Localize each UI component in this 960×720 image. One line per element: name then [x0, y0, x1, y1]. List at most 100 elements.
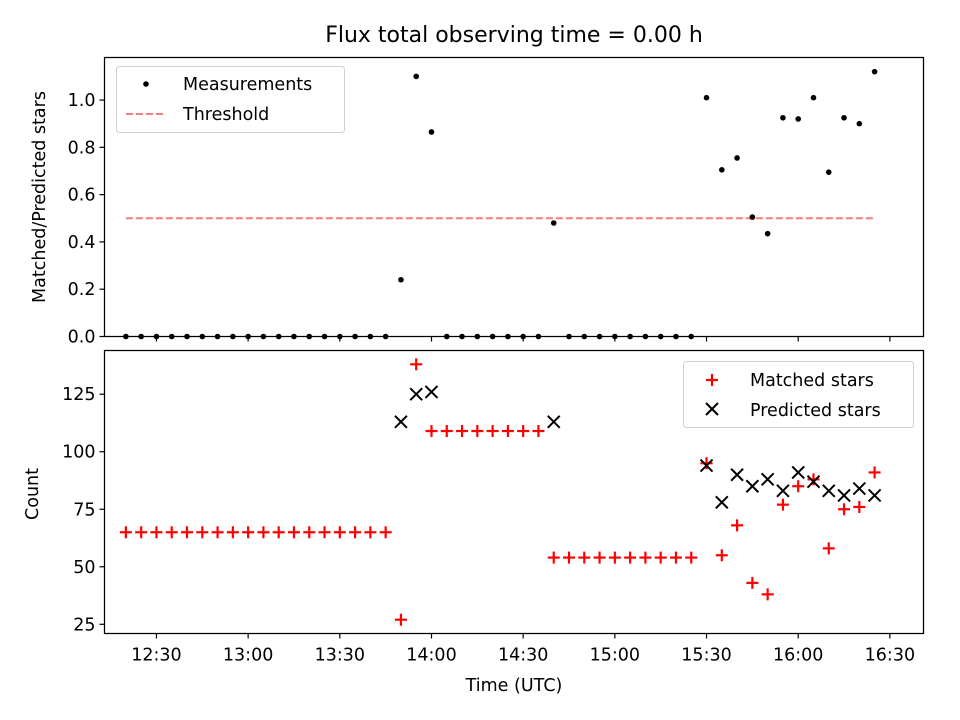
top-panel: Flux total observing time = 0.00 h 0.0 0.…	[30, 23, 925, 348]
matched-star-point	[303, 526, 316, 539]
top-y-tick-label: 0.4	[68, 233, 96, 253]
matched-star-point	[532, 425, 545, 438]
predicted-star-point	[867, 488, 882, 503]
top-y-tick-label: 0.0	[68, 328, 96, 348]
predicted-star-point	[776, 484, 790, 498]
matched-star-point	[669, 551, 682, 564]
matched-star-point	[272, 526, 285, 539]
matched-star-point	[287, 526, 300, 539]
bottom-legend: Matched stars Predicted stars	[683, 361, 914, 428]
matched-star-point	[746, 576, 759, 589]
matched-star-point	[517, 425, 530, 438]
top-y-tick-label: 0.2	[68, 280, 96, 300]
bottom-plot-area: 25 50 75 100 125 12:30 13:00 13:30 14:00 14:30 15:…	[62, 358, 915, 666]
matched-star-point	[379, 526, 392, 539]
x-tick-label: 13:30	[315, 646, 365, 666]
top-legend-box	[116, 66, 345, 133]
x-tick-label: 13:00	[223, 646, 273, 666]
x-tick-label: 14:30	[498, 646, 548, 666]
predicted-star-point	[715, 495, 729, 510]
matched-star-point	[211, 526, 224, 539]
legend-predicted-marker	[705, 402, 719, 416]
measurement-point	[810, 94, 817, 101]
matched-star-point	[440, 425, 453, 438]
x-tick-label: 14:00	[406, 646, 456, 666]
predicted-star-point	[424, 385, 439, 399]
matched-star-point	[715, 549, 728, 562]
predicted-star-point	[760, 472, 775, 487]
x-tick-label: 15:00	[590, 646, 640, 666]
matched-star-point	[119, 526, 132, 539]
matched-star-point	[257, 526, 270, 539]
matched-star-point	[425, 425, 438, 438]
bottom-y-tick-label: 50	[73, 558, 95, 578]
matched-star-point	[165, 526, 178, 539]
measurement-point	[841, 114, 847, 121]
predicted-star-point	[806, 474, 821, 489]
top-y-axis-label: Matched/Predicted stars	[30, 91, 50, 303]
matched-star-point	[486, 425, 499, 438]
legend-predicted-label: Predicted stars	[750, 401, 881, 421]
matched-star-point	[394, 613, 407, 626]
matched-star-point	[318, 526, 331, 539]
bottom-panel: 25 50 75 100 125 12:30 13:00 13:30 14:00 14:30 15:…	[23, 349, 925, 696]
measurement-point	[764, 230, 771, 237]
predicted-star-point	[394, 415, 408, 429]
matched-star-point	[226, 526, 239, 539]
x-tick-label: 16:00	[773, 646, 823, 666]
matched-star-point	[150, 526, 163, 539]
predicted-star-point	[699, 458, 714, 473]
matched-star-point	[410, 358, 423, 371]
measurement-point	[871, 68, 878, 75]
predicted-star-point	[837, 488, 851, 503]
matched-star-point	[349, 526, 362, 539]
top-legend: Measurements Threshold	[116, 66, 345, 133]
bottom-axes-frame	[103, 349, 925, 635]
predicted-star-point	[730, 468, 744, 482]
chart-title: Flux total observing time = 0.00 h	[325, 23, 703, 48]
matched-star-point	[822, 542, 835, 555]
matched-star-point	[624, 551, 637, 564]
x-axis-label: Time (UTC)	[465, 676, 563, 696]
bottom-y-tick-label: 100	[62, 443, 95, 463]
matched-star-point	[639, 551, 652, 564]
measurement-point	[719, 167, 725, 173]
predicted-star-point	[791, 465, 805, 480]
legend-matched-label: Matched stars	[750, 371, 874, 391]
legend-threshold-label: Threshold	[182, 105, 269, 125]
top-axes-frame	[103, 56, 925, 338]
bottom-y-axis-label: Count	[23, 468, 43, 520]
matched-star-point	[181, 526, 194, 539]
measurement-point	[398, 276, 404, 283]
matched-star-point	[776, 498, 789, 511]
matched-star-point	[792, 480, 805, 493]
legend-measurements-label: Measurements	[183, 75, 312, 95]
measurement-point	[825, 169, 832, 175]
predicted-star-point	[822, 484, 836, 498]
matched-star-point	[501, 425, 514, 438]
matched-star-point	[838, 503, 851, 516]
matched-star-point	[853, 500, 866, 513]
matched-star-point	[196, 526, 209, 539]
measurement-point	[703, 94, 710, 101]
matched-star-point	[547, 551, 560, 564]
matched-star-point	[135, 526, 148, 539]
matched-star-point	[471, 425, 484, 438]
measurement-point	[856, 120, 863, 127]
predicted-star-point	[547, 415, 561, 429]
top-y-tick-label: 0.8	[68, 138, 96, 158]
matched-star-point	[731, 519, 744, 532]
matched-star-point	[608, 551, 621, 564]
x-tick-label: 15:30	[681, 646, 731, 666]
bottom-y-tick-label: 25	[73, 615, 95, 635]
matched-star-point	[654, 551, 667, 564]
matched-star-point	[685, 551, 698, 564]
bottom-y-tick-label: 75	[73, 500, 95, 520]
measurement-point	[734, 155, 740, 161]
matched-star-point	[593, 551, 606, 564]
measurement-point	[780, 114, 786, 121]
x-tick-label: 12:30	[131, 646, 181, 666]
matched-star-point	[333, 526, 346, 539]
top-y-tick-label: 0.6	[68, 186, 96, 206]
top-y-tick-label: 1.0	[68, 91, 96, 111]
